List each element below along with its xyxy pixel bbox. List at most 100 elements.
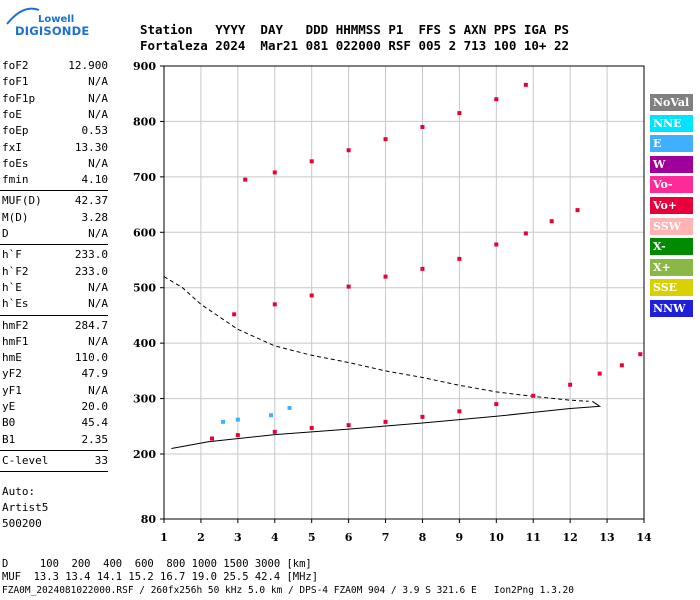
param-row: MUF(D) 42.37 bbox=[2, 193, 108, 209]
param-name: h`Es bbox=[2, 297, 29, 311]
param-value: N/A bbox=[88, 227, 108, 240]
trace-point bbox=[597, 371, 602, 376]
param-name: fxI bbox=[2, 140, 22, 154]
legend-item: NoVal bbox=[650, 94, 693, 111]
param-value: 20.0 bbox=[81, 400, 109, 413]
param-value: N/A bbox=[88, 156, 108, 170]
param-row: B0 45.4 bbox=[2, 415, 108, 431]
param-row: D N/A bbox=[2, 226, 108, 242]
x-tick-label: 4 bbox=[271, 531, 279, 544]
plot-frame bbox=[163, 65, 645, 520]
trace-point bbox=[457, 409, 462, 414]
header-value: Fortaleza bbox=[140, 38, 216, 53]
trace-point bbox=[523, 82, 528, 87]
header-label: YYYY bbox=[215, 22, 261, 37]
trace-point bbox=[383, 419, 388, 424]
param-divider bbox=[0, 314, 108, 316]
header-value: 2 bbox=[448, 38, 464, 53]
param-value: 33 bbox=[94, 453, 108, 467]
parameter-panel: foF2 12.900 foF1 N/A foF1p N/A foE N/A foEp 0.53 f… bbox=[0, 0, 112, 540]
x-tick-label: 2 bbox=[197, 531, 205, 544]
trace-point bbox=[494, 97, 499, 102]
param-row: fxI 13.30 bbox=[2, 140, 108, 156]
param-name: foE bbox=[2, 107, 22, 121]
param-row: foF1p N/A bbox=[2, 91, 108, 107]
footer-muf-row: MUF 13.3 13.4 14.1 15.2 16.7 19.0 25.5 4… bbox=[2, 571, 319, 583]
y-tick-label: 800 bbox=[133, 115, 156, 128]
param-row: foF1 N/A bbox=[2, 74, 108, 90]
footer-file-info: FZA0M_2024081022000.RSF / 260fx256h 50 k… bbox=[2, 585, 574, 596]
param-name: B0 bbox=[2, 416, 16, 430]
legend-item: NNW bbox=[650, 300, 693, 317]
legend-item: Vo+ bbox=[650, 197, 693, 214]
param-name: foF1p bbox=[2, 91, 36, 105]
param-value: 284.7 bbox=[74, 318, 108, 332]
legend-item: X+ bbox=[650, 258, 693, 276]
y-tick-label: 900 bbox=[133, 60, 156, 73]
trace-point bbox=[346, 284, 351, 289]
param-row: B1 2.35 bbox=[2, 432, 108, 448]
param-row: hmF1 N/A bbox=[2, 334, 108, 350]
param-value: N/A bbox=[88, 297, 108, 311]
param-name: C-level bbox=[2, 453, 49, 467]
logo-arc-icon bbox=[6, 7, 40, 25]
param-value: 12.900 bbox=[68, 59, 108, 72]
param-name: foEp bbox=[2, 124, 29, 138]
param-value: 47.9 bbox=[81, 367, 109, 381]
y-tick-label: 500 bbox=[133, 282, 156, 295]
param-name: B1 bbox=[2, 432, 16, 446]
param-name: M(D) bbox=[2, 210, 29, 224]
param-row: h`F 233.0 bbox=[2, 247, 108, 263]
header-label: PPS bbox=[493, 22, 524, 37]
header-value: 10+ bbox=[523, 38, 554, 53]
trace-point bbox=[210, 436, 214, 441]
param-value: 13.30 bbox=[74, 140, 108, 154]
header-label: HHMMSS bbox=[335, 22, 389, 37]
param-value: N/A bbox=[88, 383, 108, 397]
param-row: hmF2 284.7 bbox=[2, 318, 108, 334]
param-name: MUF(D) bbox=[2, 194, 42, 208]
param-row: foF2 12.900 bbox=[2, 58, 108, 74]
param-divider bbox=[0, 449, 108, 451]
auto-code: 500200 bbox=[2, 517, 42, 530]
legend-item: X- bbox=[650, 238, 693, 256]
trace-point bbox=[235, 417, 240, 422]
x-tick-label: 3 bbox=[234, 531, 242, 544]
param-row: yF2 47.9 bbox=[2, 366, 108, 382]
header-value: Mar21 bbox=[260, 38, 306, 53]
profile-solid-line bbox=[171, 400, 602, 449]
param-value: 2.35 bbox=[81, 432, 109, 446]
legend-item: SSW bbox=[650, 217, 693, 235]
header-value: RSF bbox=[388, 38, 419, 53]
param-name: foF1 bbox=[2, 75, 29, 89]
legend-item: E bbox=[650, 135, 693, 153]
legend-item: Vo- bbox=[650, 176, 693, 194]
param-name: hmF1 bbox=[2, 334, 29, 348]
param-value: 233.0 bbox=[74, 248, 108, 262]
header-label: P1 bbox=[388, 22, 419, 37]
header-value: 005 bbox=[418, 38, 449, 53]
legend-item: SSE bbox=[650, 279, 693, 297]
param-name: h`F bbox=[2, 248, 22, 262]
x-tick-label: 9 bbox=[456, 531, 464, 544]
trace-point bbox=[309, 425, 314, 430]
param-value: 233.0 bbox=[74, 264, 108, 278]
param-name: hmE bbox=[2, 351, 22, 365]
header-label: PS bbox=[553, 22, 577, 37]
param-name: hmF2 bbox=[2, 318, 29, 332]
x-tick-label: 14 bbox=[636, 531, 652, 544]
y-tick-label: 400 bbox=[133, 337, 156, 350]
trace-point bbox=[272, 170, 277, 175]
footer-distance-row: D 100 200 400 600 800 1000 1500 3000 [km… bbox=[2, 558, 312, 570]
header-row-labels: Station YYYY DAY DDD HHMMSS P1 FFS S AXN… bbox=[140, 22, 577, 37]
param-value: 3.28 bbox=[81, 210, 109, 224]
param-name: fmin bbox=[2, 173, 29, 187]
param-name: foF2 bbox=[2, 59, 29, 72]
trace-point bbox=[619, 363, 624, 368]
param-value: 4.10 bbox=[81, 173, 109, 187]
param-row: foEp 0.53 bbox=[2, 123, 108, 139]
header-value: 100 bbox=[493, 38, 524, 53]
trace-point bbox=[287, 405, 292, 410]
param-name: foEs bbox=[2, 156, 29, 170]
